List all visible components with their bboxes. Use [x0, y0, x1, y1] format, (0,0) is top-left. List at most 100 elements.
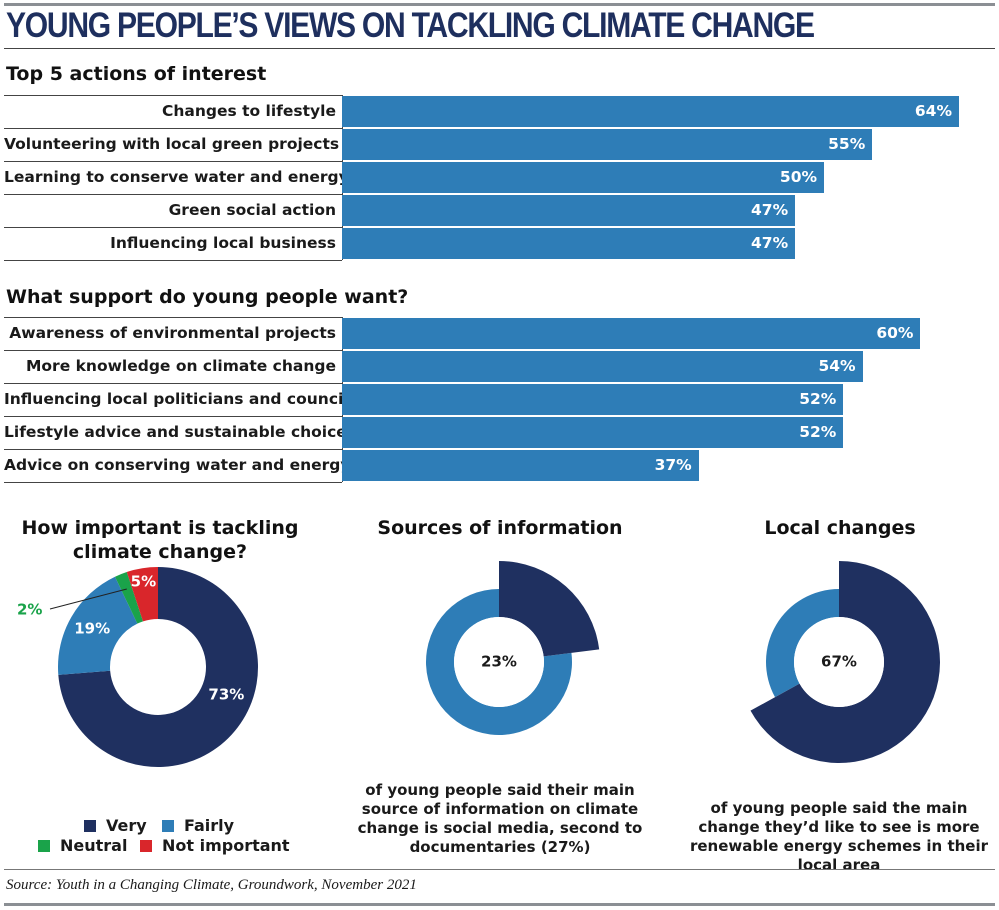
bar-row: Influencing local business 47% [4, 227, 997, 260]
bar-value-label: 52% [799, 423, 837, 441]
bar-value-label: 37% [654, 456, 692, 474]
donut-highlight-segment [499, 561, 600, 657]
bar-category-label: Advice on conserving water and energy [4, 456, 351, 474]
bar: 52% [342, 417, 844, 448]
legend-label-not-important: Not important [162, 836, 290, 855]
bar-value-label: 64% [914, 102, 952, 120]
donut-importance: 73% 19% 5% 2% [17, 567, 259, 767]
legend-label-neutral: Neutral [60, 836, 128, 855]
donut-hole [794, 617, 884, 707]
bar-value-label: 55% [828, 135, 866, 153]
bar-value-label: 47% [751, 234, 789, 252]
top-rule [4, 3, 995, 6]
bar: 60% [342, 318, 921, 349]
row-divider [4, 416, 342, 417]
legend-swatch-not-important [140, 840, 152, 852]
bar-chart-2-title: What support do young people want? [6, 286, 409, 308]
row-divider [4, 449, 342, 450]
bar-category-label: Green social action [168, 201, 336, 219]
bar-value-label: 47% [751, 201, 789, 219]
bar-category-label: Influencing local politicians and counci… [4, 390, 349, 408]
donut-sources: 23% [426, 561, 600, 735]
donut-center-label: 67% [821, 653, 857, 671]
bar: 52% [342, 384, 844, 415]
donut-remainder-segment [766, 589, 839, 698]
bar-category-label: Changes to lifestyle [161, 102, 336, 120]
bar-category-label: Lifestyle advice and sustainable choices [4, 423, 357, 441]
legend-label-very: Very [106, 816, 147, 835]
slice-label-not-important: 5% [131, 573, 156, 591]
importance-legend: Very Fairly Neutral Not important [0, 816, 330, 860]
slice-fairly [57, 576, 138, 675]
bar-row: Advice on conserving water and energy 37% [4, 449, 997, 482]
donut-hole [454, 617, 544, 707]
row-divider [4, 482, 342, 483]
slice-label-very: 73% [208, 686, 244, 704]
bar-category-label: Influencing local business [110, 234, 336, 252]
row-divider [4, 317, 342, 318]
bar: 54% [342, 351, 863, 382]
legend-item-fairly: Fairly [162, 816, 234, 835]
bar-chart-actions: Changes to lifestyle 64% Volunteering with… [4, 95, 997, 261]
row-divider [4, 227, 342, 228]
bar: 47% [342, 228, 796, 259]
legend-label-fairly: Fairly [184, 816, 235, 835]
donut-local-title: Local changes [764, 517, 916, 539]
page-title: YOUNG PEOPLE’S VIEWS ON TACKLING CLIMATE… [6, 6, 815, 45]
bar: 47% [342, 195, 796, 226]
bar-value-label: 54% [818, 357, 856, 375]
title-rule [4, 48, 995, 49]
bar-value-label: 50% [779, 168, 818, 186]
row-divider [4, 350, 342, 351]
sources-caption: of young people said their main source o… [357, 781, 643, 856]
row-divider [4, 128, 342, 129]
bar-category-label: Learning to conserve water and energy [4, 168, 349, 186]
bar-row: Green social action 47% [4, 194, 997, 227]
slice-neutral [115, 571, 144, 624]
bar-category-label: More knowledge on climate change [25, 357, 336, 375]
donut-importance-title: How important is tackling climate change… [21, 517, 299, 563]
row-divider [4, 161, 342, 162]
donut-sources-title: Sources of information [377, 517, 623, 539]
bar-row: More knowledge on climate change 54% [4, 350, 997, 383]
bar: 50% [342, 162, 825, 193]
bottom-rule [4, 903, 995, 906]
legend-item-very: Very [84, 816, 147, 835]
legend-swatch-very [84, 820, 96, 832]
donut-remainder-segment [426, 589, 572, 735]
bar-chart-support: Awareness of environmental projects 60% Mo… [4, 317, 997, 483]
legend-item-not-important: Not important [140, 836, 290, 855]
slice-very [58, 567, 259, 767]
bar: 64% [342, 96, 959, 127]
bar-value-label: 60% [876, 324, 914, 342]
bar-value-label: 52% [799, 390, 837, 408]
source-rule-top [4, 869, 995, 870]
slice-not-important [126, 567, 158, 622]
donut-center-label: 23% [481, 653, 517, 671]
bar-row: Influencing local politicians and counci… [4, 383, 997, 416]
bar: 55% [342, 129, 873, 160]
row-divider [4, 194, 342, 195]
row-divider [4, 95, 342, 96]
legend-swatch-neutral [38, 840, 50, 852]
slice-label-fairly: 19% [74, 620, 110, 638]
bar-row: Lifestyle advice and sustainable choices… [4, 416, 997, 449]
leader-line-neutral [49, 588, 127, 610]
bar-row: Learning to conserve water and energy 50% [4, 161, 997, 194]
bar-row: Volunteering with local green projects 55… [4, 128, 997, 161]
bar: 37% [342, 450, 699, 481]
bar-category-label: Awareness of environmental projects [9, 324, 336, 342]
source-note: Source: Youth in a Changing Climate, Gro… [6, 877, 417, 893]
donut-highlight-segment [750, 561, 940, 763]
legend-swatch-fairly [162, 820, 174, 832]
bar-chart-1-title: Top 5 actions of interest [6, 63, 267, 85]
donut-local: 67% [750, 561, 940, 763]
local-caption: of young people said the main change the… [689, 799, 989, 874]
row-divider [4, 260, 342, 261]
bar-category-label: Volunteering with local green projects [4, 135, 340, 153]
row-divider [4, 383, 342, 384]
legend-item-neutral: Neutral [38, 836, 127, 855]
bar-row: Changes to lifestyle 64% [4, 95, 997, 128]
slice-label-neutral: 2% [17, 601, 42, 619]
bar-row: Awareness of environmental projects 60% [4, 317, 997, 350]
